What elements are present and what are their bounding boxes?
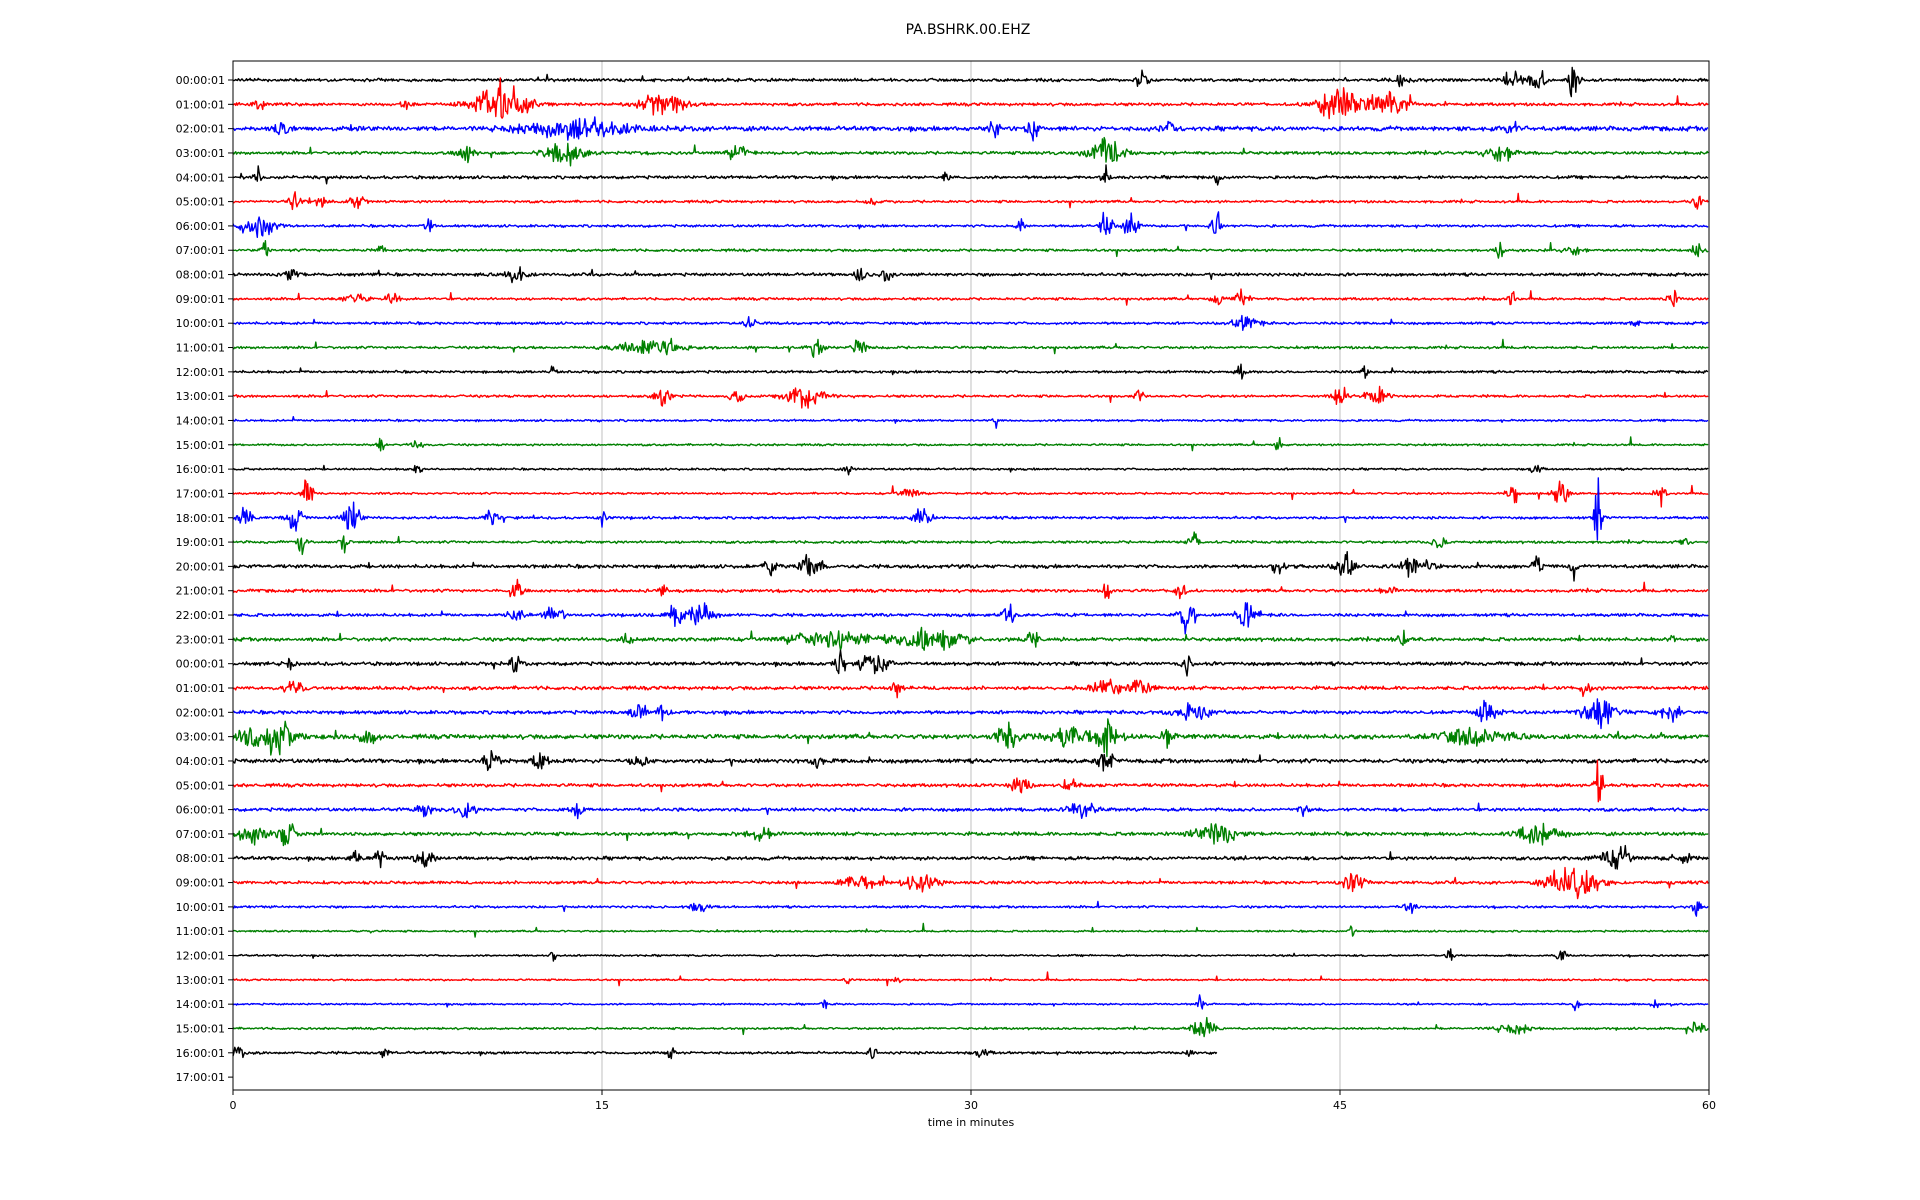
trace-row-19	[232, 531, 1709, 556]
trace-row-16	[232, 464, 1709, 476]
trace-row-21	[232, 578, 1709, 600]
row-time-label: 11:00:01	[176, 925, 225, 938]
trace-row-11	[232, 337, 1709, 358]
trace-row-32	[232, 844, 1709, 870]
trace-row-18	[232, 477, 1709, 541]
trace-row-39	[232, 1016, 1709, 1038]
trace-layer	[232, 66, 1709, 1060]
row-time-label: 00:00:01	[176, 74, 225, 87]
row-time-label: 10:00:01	[176, 901, 225, 914]
trace-row-26	[232, 698, 1709, 730]
trace-row-31	[232, 822, 1709, 847]
row-time-label: 17:00:01	[176, 1071, 225, 1084]
x-axis-label: time in minutes	[928, 1116, 1015, 1129]
x-tick-label: 60	[1702, 1099, 1716, 1112]
row-time-label: 14:00:01	[176, 414, 225, 427]
x-tick-label: 0	[230, 1099, 237, 1112]
row-time-label: 01:00:01	[176, 682, 225, 695]
trace-row-27	[232, 718, 1709, 758]
x-tick-label: 15	[595, 1099, 609, 1112]
trace-row-0	[232, 66, 1709, 98]
row-time-label: 16:00:01	[176, 1047, 225, 1060]
trace-row-38	[232, 994, 1709, 1012]
row-time-label: 14:00:01	[176, 998, 225, 1011]
x-tick-label: 30	[964, 1099, 978, 1112]
row-time-label: 02:00:01	[176, 706, 225, 719]
trace-row-29	[232, 759, 1709, 803]
trace-row-10	[232, 314, 1709, 331]
trace-row-25	[232, 678, 1709, 699]
trace-row-17	[232, 479, 1709, 508]
trace-row-1	[232, 77, 1709, 120]
row-time-label: 13:00:01	[176, 390, 225, 403]
y-axis: 00:00:01 01:00:01 02:00:01 03:00:01 04:00:01…	[176, 74, 233, 1084]
row-time-label: 04:00:01	[176, 171, 225, 184]
trace-row-8	[232, 266, 1709, 284]
row-time-label: 09:00:01	[176, 293, 225, 306]
row-time-label: 21:00:01	[176, 585, 225, 598]
row-time-label: 05:00:01	[176, 779, 225, 792]
row-time-label: 00:00:01	[176, 658, 225, 671]
trace-row-37	[232, 971, 1709, 987]
row-time-label: 22:00:01	[176, 609, 225, 622]
trace-row-30	[232, 802, 1709, 820]
row-time-label: 01:00:01	[176, 98, 225, 111]
x-axis: 0 15 30 45 60	[230, 1090, 1716, 1112]
trace-row-20	[232, 551, 1709, 582]
row-time-label: 07:00:01	[176, 244, 225, 257]
row-time-label: 15:00:01	[176, 439, 225, 452]
vertical-grid	[601, 61, 1341, 1090]
trace-row-13	[232, 385, 1709, 409]
trace-row-33	[232, 866, 1709, 900]
trace-row-40	[232, 1046, 1218, 1060]
row-time-label: 06:00:01	[176, 220, 225, 233]
row-time-label: 11:00:01	[176, 342, 225, 355]
trace-row-23	[232, 626, 1709, 651]
trace-row-3	[232, 136, 1709, 167]
trace-row-22	[232, 602, 1709, 635]
row-time-label: 12:00:01	[176, 950, 225, 963]
row-time-label: 09:00:01	[176, 877, 225, 890]
row-time-label: 06:00:01	[176, 804, 225, 817]
row-time-label: 16:00:01	[176, 463, 225, 476]
trace-row-36	[232, 948, 1709, 962]
trace-row-35	[232, 922, 1709, 938]
trace-row-14	[232, 416, 1709, 429]
row-time-label: 19:00:01	[176, 536, 225, 549]
row-time-label: 08:00:01	[176, 852, 225, 865]
row-time-label: 12:00:01	[176, 366, 225, 379]
row-time-label: 08:00:01	[176, 269, 225, 282]
row-time-label: 07:00:01	[176, 828, 225, 841]
trace-row-5	[232, 191, 1709, 211]
row-time-label: 15:00:01	[176, 1022, 225, 1035]
row-time-label: 18:00:01	[176, 512, 225, 525]
row-time-label: 10:00:01	[176, 317, 225, 330]
row-time-label: 03:00:01	[176, 731, 225, 744]
trace-row-24	[232, 649, 1709, 677]
chart-title: PA.BSHRK.00.EHZ	[906, 22, 1031, 38]
row-time-label: 02:00:01	[176, 123, 225, 136]
trace-row-28	[232, 750, 1709, 772]
row-time-label: 20:00:01	[176, 560, 225, 573]
row-time-label: 23:00:01	[176, 633, 225, 646]
trace-row-34	[232, 900, 1709, 917]
row-time-label: 17:00:01	[176, 487, 225, 500]
trace-row-2	[232, 116, 1709, 142]
row-time-label: 13:00:01	[176, 974, 225, 987]
row-time-label: 04:00:01	[176, 755, 225, 768]
x-tick-label: 45	[1333, 1099, 1347, 1112]
trace-row-6	[232, 211, 1709, 238]
trace-row-4	[232, 164, 1709, 186]
row-time-label: 03:00:01	[176, 147, 225, 160]
trace-row-15	[232, 436, 1709, 452]
trace-row-12	[232, 363, 1709, 380]
trace-row-9	[232, 288, 1709, 308]
row-time-label: 05:00:01	[176, 196, 225, 209]
trace-row-7	[232, 240, 1709, 259]
